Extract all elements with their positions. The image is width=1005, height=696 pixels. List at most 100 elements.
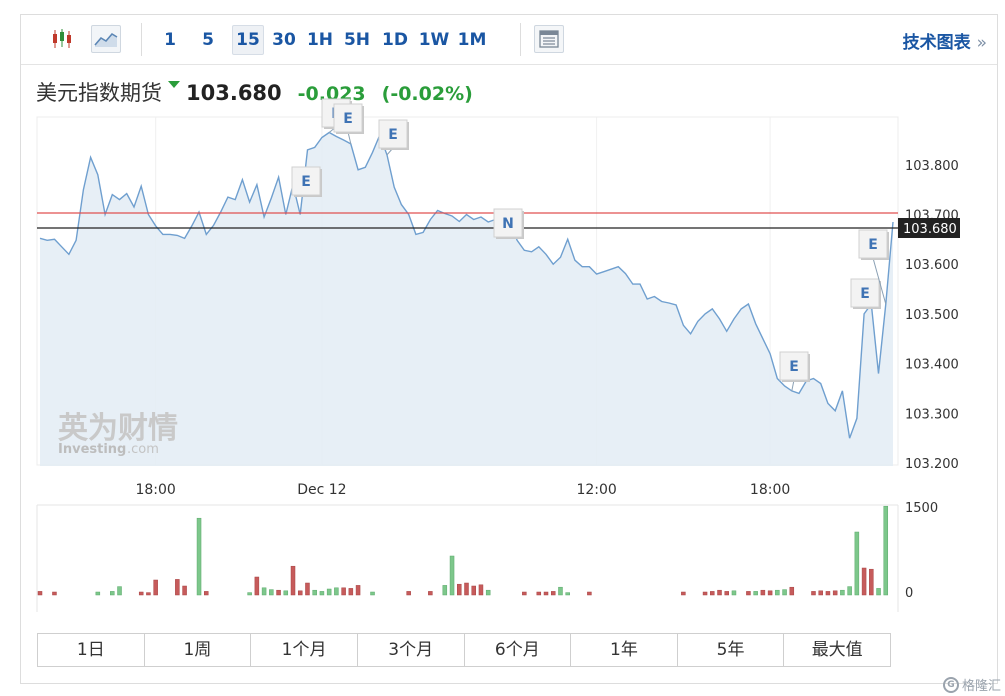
candlestick-icon[interactable]	[47, 25, 77, 53]
volume-bar	[52, 591, 57, 596]
volume-bar	[818, 590, 823, 596]
volume-bar	[290, 565, 296, 596]
volume-bar	[847, 586, 852, 596]
volume-bar	[861, 567, 867, 596]
price-area	[40, 132, 893, 466]
range-button[interactable]: 6个月	[465, 634, 572, 666]
volume-bar	[746, 591, 751, 596]
volume-bar	[283, 590, 289, 596]
range-button[interactable]: 1年	[571, 634, 678, 666]
y-tick-label: 103.400	[905, 358, 959, 373]
brand-badge-icon: G	[942, 676, 959, 693]
event-marker-label[interactable]: N	[502, 216, 514, 232]
layout-icon[interactable]	[534, 25, 564, 53]
x-tick-label: 18:00	[750, 482, 790, 498]
volume-bar	[854, 531, 860, 596]
corner-watermark: G 格隆汇	[942, 675, 1001, 694]
range-button[interactable]: 最大值	[811, 640, 863, 660]
technical-chart-label: 技术图表	[902, 33, 971, 53]
volume-bar	[789, 586, 795, 596]
area-chart-icon[interactable]	[91, 25, 121, 53]
range-selector: 1日 1周 1个月 3个月 6个月 1年 5年 最大值	[37, 633, 891, 667]
range-button[interactable]: 3个月	[358, 634, 465, 666]
timeframe-1d[interactable]: 1D	[382, 30, 408, 50]
range-button[interactable]: 1周	[145, 634, 252, 666]
event-marker[interactable]	[858, 229, 888, 259]
timeframe-5h[interactable]: 5H	[343, 30, 371, 50]
event-marker-label[interactable]: E	[868, 237, 878, 253]
volume-bar	[681, 591, 686, 596]
event-marker-label[interactable]: E	[388, 127, 398, 143]
volume-bar	[883, 505, 889, 596]
volume-bar	[543, 591, 549, 596]
volume-bar	[305, 582, 310, 596]
y-tick-label: 103.200	[905, 457, 959, 472]
timeframe-15[interactable]: 15	[232, 25, 264, 55]
volume-bar	[153, 579, 158, 596]
event-marker[interactable]	[378, 119, 408, 149]
volume-bar	[37, 591, 43, 596]
volume-bar	[876, 588, 881, 596]
timeframe-1h[interactable]: 1H	[306, 30, 334, 50]
technical-chart-link[interactable]: 技术图表»	[903, 28, 987, 53]
event-marker-label[interactable]: E	[301, 174, 311, 190]
quote-header: 美元指数期货 103.680 -0.023 (-0.02%)	[36, 77, 473, 107]
volume-bar	[95, 591, 101, 596]
volume-bar	[442, 585, 448, 596]
volume-bar	[717, 589, 722, 596]
event-marker[interactable]	[779, 351, 809, 381]
timeframe-1m[interactable]: 1M	[457, 30, 487, 50]
volume-bar	[175, 579, 180, 596]
volume-bar	[587, 591, 592, 596]
instrument-name: 美元指数期货	[36, 81, 162, 105]
volume-bar	[355, 585, 361, 596]
volume-bar	[146, 592, 151, 596]
volume-bar	[478, 584, 484, 596]
event-marker[interactable]	[291, 166, 321, 196]
timeframe-1w[interactable]: 1W	[418, 30, 450, 50]
volume-bar	[702, 591, 708, 596]
volume-bar	[832, 590, 838, 596]
timeframe-30[interactable]: 30	[272, 30, 296, 50]
last-price-tag-label: 103.680	[903, 222, 957, 237]
event-marker-label[interactable]: E	[860, 286, 870, 302]
price-change-percent: (-0.02%)	[381, 83, 473, 105]
event-marker[interactable]	[493, 208, 523, 238]
volume-bar	[370, 591, 375, 596]
range-button[interactable]: 1日	[38, 634, 145, 666]
timeframe-1[interactable]: 1	[164, 30, 176, 50]
price-series-line	[39, 131, 894, 439]
volume-bar	[775, 589, 780, 596]
volume-bar	[550, 591, 556, 596]
double-chevron-right-icon: »	[976, 33, 987, 53]
volume-y-tick-label: 0	[905, 586, 913, 601]
volume-bar	[536, 591, 542, 596]
volume-bar	[522, 591, 527, 596]
volume-bar	[110, 591, 115, 596]
volume-bar	[464, 582, 469, 596]
volume-bar	[182, 585, 187, 596]
range-button[interactable]: 1个月	[251, 634, 358, 666]
volume-bar	[406, 591, 411, 596]
volume-bar	[731, 590, 737, 596]
event-marker[interactable]	[333, 103, 363, 133]
volume-bar	[449, 555, 455, 596]
volume-bar	[710, 591, 715, 596]
event-marker[interactable]	[850, 278, 880, 308]
volume-bar	[558, 586, 563, 596]
event-marker-label[interactable]: E	[789, 359, 799, 375]
volume-bar	[276, 589, 281, 596]
x-tick-label: 18:00	[135, 482, 175, 498]
volume-bar	[767, 590, 773, 596]
range-button[interactable]: 5年	[678, 634, 785, 666]
toolbar-divider	[520, 23, 521, 56]
down-triangle-icon	[168, 81, 180, 88]
toolbar-divider	[141, 23, 142, 56]
watermark-brand-en: Investing	[58, 442, 126, 457]
event-marker-label[interactable]: E	[343, 111, 353, 127]
timeframe-5[interactable]: 5	[202, 30, 214, 50]
y-tick-label: 103.500	[905, 308, 959, 323]
volume-bar	[428, 591, 433, 596]
y-tick-label: 103.800	[905, 159, 959, 174]
